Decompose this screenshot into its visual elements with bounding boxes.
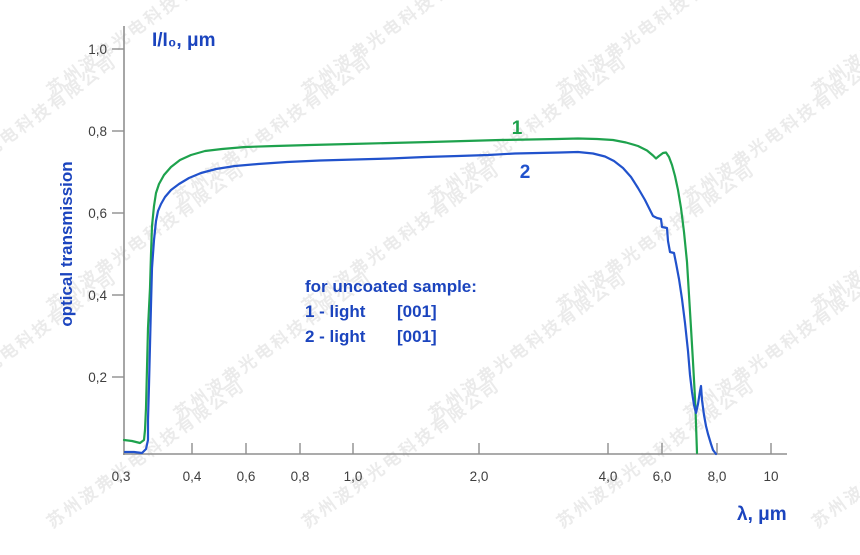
x-tick-label-6: 4,0 [599, 469, 618, 484]
y-tick-label-1: 0,8 [88, 124, 107, 139]
x-axis-title: λ, μm [737, 504, 787, 525]
curve-1-path [122, 137, 699, 455]
legend-item-1: 1 - light [001] [305, 299, 477, 324]
curve-1-label: 1 [512, 118, 523, 139]
y-axis-title: I/I₀, μm [152, 30, 216, 51]
x-tick-label-2: 0,6 [237, 469, 256, 484]
x-tick-label-7: 6,0 [653, 469, 672, 484]
x-tick-label-3: 0,8 [291, 469, 310, 484]
legend-item-2: 2 - light [001] [305, 324, 477, 349]
x-tick-label-9: 10 [763, 469, 778, 484]
y-tick-label-4: 0,2 [88, 370, 107, 385]
x-tick-label-5: 2,0 [470, 469, 489, 484]
x-tick-label-1: 0,4 [183, 469, 202, 484]
y-tick-label-3: 0,4 [88, 288, 107, 303]
legend-title: for uncoated sample: [305, 277, 477, 296]
curve-2-label: 2 [520, 162, 531, 183]
y-tick-label-2: 0,6 [88, 206, 107, 221]
y-axis-side-title: optical transmission [57, 161, 76, 327]
x-tick-label-8: 8,0 [708, 469, 727, 484]
x-tick-label-4: 1,0 [344, 469, 363, 484]
x-tick-label-0: 0,3 [112, 469, 131, 484]
legend: for uncoated sample: 1 - light [001] 2 -… [305, 274, 477, 349]
legend-item-1-name: 1 - light [305, 302, 366, 321]
legend-item-2-orientation: [001] [397, 327, 437, 346]
curve-2-path [123, 150, 718, 456]
y-tick-label-0: 1,0 [88, 42, 107, 57]
legend-item-1-orientation: [001] [397, 302, 437, 321]
legend-item-2-name: 2 - light [305, 327, 366, 346]
